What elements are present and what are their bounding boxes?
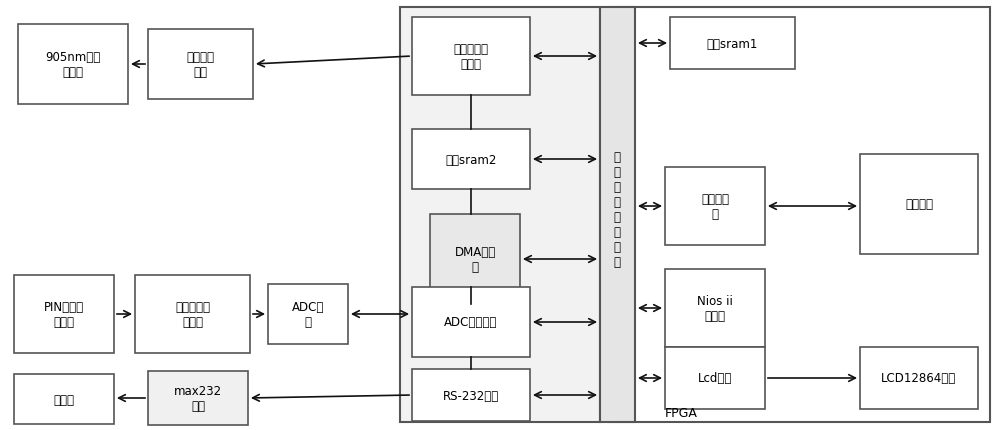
Bar bbox=[412, 130, 530, 190]
Bar bbox=[610, 8, 990, 422]
Text: 片上sram1: 片上sram1 bbox=[707, 37, 758, 50]
Bar bbox=[148, 30, 253, 100]
Text: ADC模
块: ADC模 块 bbox=[292, 300, 324, 328]
Bar bbox=[860, 155, 978, 255]
Text: 905nm激光
发射器: 905nm激光 发射器 bbox=[45, 51, 101, 79]
Text: 带宽电压调
理模块: 带宽电压调 理模块 bbox=[175, 300, 210, 328]
Text: DMA控制
器: DMA控制 器 bbox=[454, 246, 496, 273]
Bar bbox=[135, 275, 250, 353]
Bar bbox=[268, 284, 348, 344]
Bar bbox=[600, 8, 635, 422]
Text: LCD12864模块: LCD12864模块 bbox=[881, 372, 957, 384]
Bar bbox=[860, 347, 978, 409]
Text: 片上sram2: 片上sram2 bbox=[445, 153, 497, 166]
Text: Lcd接口: Lcd接口 bbox=[698, 372, 732, 384]
Text: max232
模块: max232 模块 bbox=[174, 384, 222, 412]
Text: 上位机: 上位机 bbox=[54, 393, 74, 405]
Text: RS-232接口: RS-232接口 bbox=[443, 389, 499, 402]
Bar bbox=[665, 347, 765, 409]
Text: ADC控制接口: ADC控制接口 bbox=[444, 316, 498, 329]
Bar bbox=[148, 371, 248, 425]
Text: 三态桥接
口: 三态桥接 口 bbox=[701, 193, 729, 221]
Text: PIN光电传
感模块: PIN光电传 感模块 bbox=[44, 300, 84, 328]
Text: Nios ii
处理器: Nios ii 处理器 bbox=[697, 294, 733, 322]
Bar bbox=[665, 269, 765, 347]
Text: 激光驱动
模块: 激光驱动 模块 bbox=[186, 51, 214, 79]
Bar bbox=[430, 215, 520, 304]
Bar bbox=[18, 25, 128, 105]
Bar bbox=[665, 168, 765, 246]
Bar bbox=[412, 287, 530, 357]
Bar bbox=[14, 374, 114, 424]
Text: FPGA: FPGA bbox=[665, 406, 698, 419]
Bar bbox=[14, 275, 114, 353]
Text: 系
统
架
构
互
联
总
线: 系 统 架 构 互 联 总 线 bbox=[614, 150, 620, 268]
Bar bbox=[412, 369, 530, 421]
Text: 激光脉冲控
制接口: 激光脉冲控 制接口 bbox=[454, 43, 488, 71]
Bar bbox=[400, 8, 600, 422]
Text: 片外闪存: 片外闪存 bbox=[905, 198, 933, 211]
Bar bbox=[670, 18, 795, 70]
Bar bbox=[412, 18, 530, 96]
